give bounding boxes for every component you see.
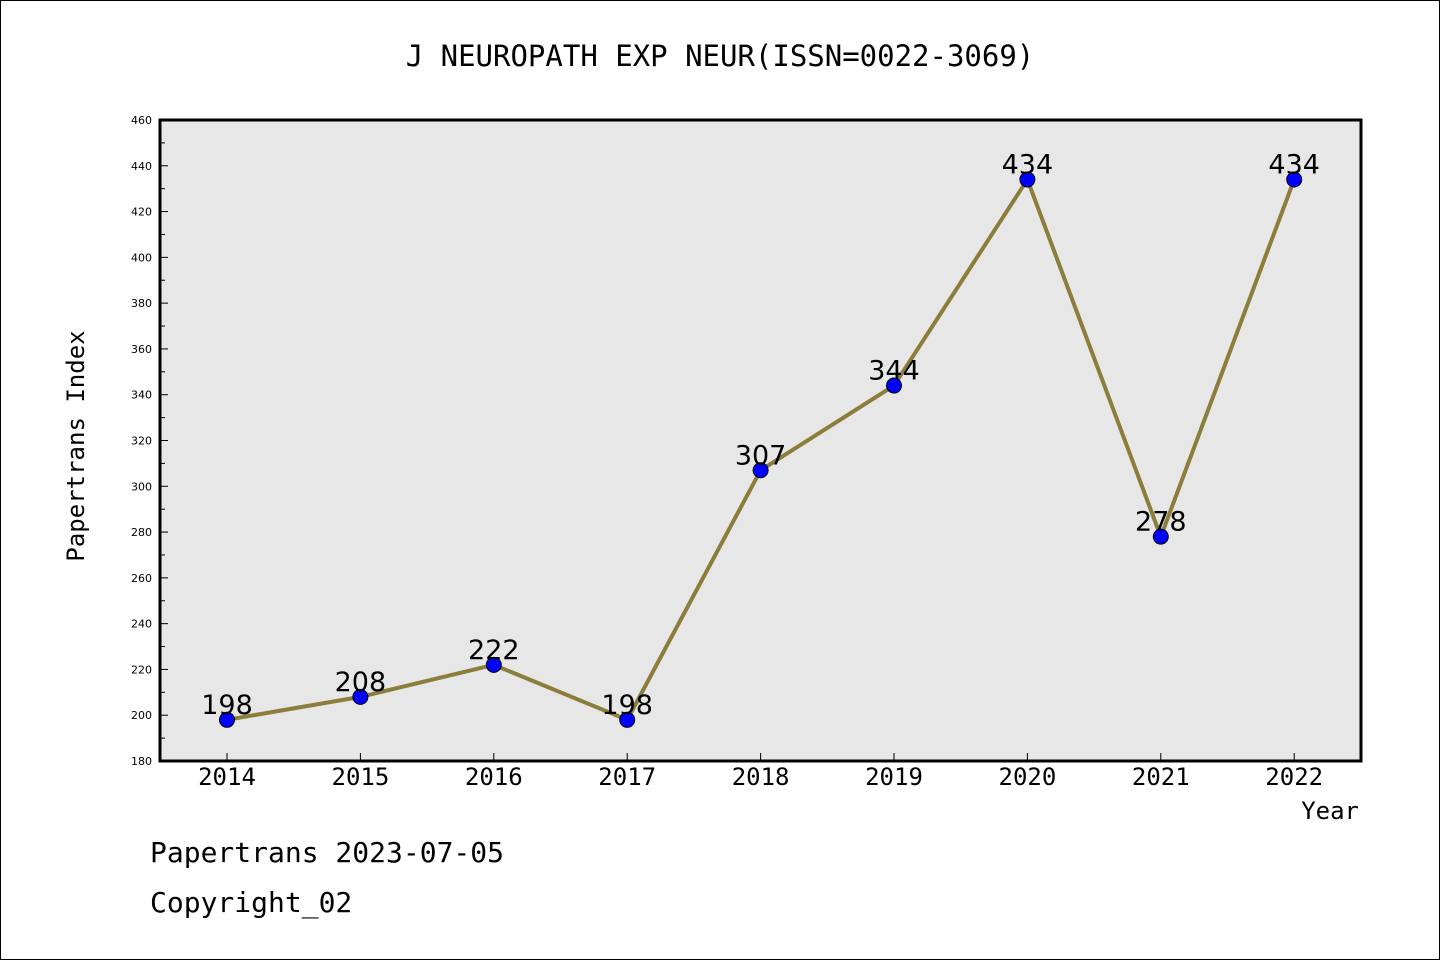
y-tick-label: 240 [131,618,152,631]
footer-date: Papertrans 2023-07-05 [150,836,505,869]
y-tick-label: 360 [131,343,152,356]
data-point [219,711,235,728]
x-tick-label: 2020 [999,763,1057,791]
data-point [619,711,636,728]
data-label: 208 [335,667,387,698]
data-label: 434 [1002,150,1054,181]
y-tick-label: 400 [131,251,152,264]
x-tick-label: 2019 [865,763,923,791]
plot-area [158,118,1363,763]
y-tick-label: 300 [131,480,152,493]
y-tick-label: 380 [131,297,152,310]
x-tick-label: 2017 [598,763,656,791]
data-label: 278 [1135,507,1187,538]
data-point [352,688,369,705]
y-tick-label: 460 [131,114,152,127]
y-axis-label: Papertrans Index [62,330,90,561]
data-point [1019,171,1036,188]
x-tick-label: 2014 [198,763,256,791]
y-tick-label: 220 [131,663,152,676]
y-tick-label: 200 [131,709,152,722]
data-point [886,377,902,394]
y-tick-label: 340 [131,389,152,402]
x-tick-label: 2021 [1132,763,1190,791]
x-tick-label: 2022 [1265,763,1323,791]
data-label: 434 [1268,150,1320,181]
x-axis-label: Year [1301,797,1359,825]
y-tick-label: 420 [131,206,152,219]
footer-copyright: Copyright_02 [150,886,353,919]
y-tick-label: 280 [131,526,152,539]
x-tick-label: 2015 [332,763,390,791]
data-label: 344 [868,356,920,387]
data-label: 307 [735,440,787,471]
data-point [1152,528,1169,545]
y-tick-label: 180 [131,755,152,768]
x-tick-label: 2016 [465,763,523,791]
data-label: 198 [201,690,253,721]
data-label: 198 [601,690,653,721]
data-point [1286,171,1303,188]
data-label: 222 [468,635,520,666]
data-point [752,462,769,479]
x-axis: 2014 2015 2016 2017 2018 2019 2020 2021 2022 [198,753,1323,791]
data-point [485,656,502,673]
y-tick-label: 440 [131,160,152,173]
chart-title: J NEUROPATH EXP NEUR(ISSN=0022-3069) [406,39,1035,73]
x-tick-label: 2018 [732,763,790,791]
y-tick-label: 260 [131,572,152,585]
y-tick-label: 320 [131,435,152,448]
y-axis: 180 200 220 240 260 280 300 320 340 360 380 400 420 4… [131,114,168,768]
series-layer: 198 208 222 198 307 344 434 278 434 [201,150,1320,728]
